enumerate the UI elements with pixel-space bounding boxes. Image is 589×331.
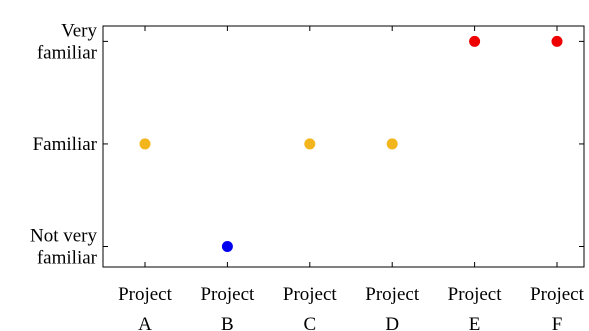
x-tick-label: A <box>138 314 152 331</box>
y-tick-label: Very <box>61 20 97 41</box>
data-point-3 <box>304 138 316 150</box>
y-tick-label: familiar <box>37 42 98 63</box>
x-tick-label: Project <box>448 284 503 305</box>
plot-frame <box>102 25 585 268</box>
axes-layer <box>102 25 585 268</box>
x-tick-label: B <box>221 314 234 331</box>
x-tick-label: C <box>303 314 316 331</box>
x-tick-label: E <box>469 314 481 331</box>
labels-layer: Not veryfamiliarFamiliarVeryfamiliarProj… <box>30 20 585 331</box>
x-tick-label: Project <box>283 284 338 305</box>
x-tick-label: F <box>552 314 563 331</box>
y-tick-label: familiar <box>37 247 98 268</box>
ticks-layer <box>103 26 584 267</box>
x-tick-label: Project <box>200 284 255 305</box>
x-tick-label: Project <box>118 284 173 305</box>
y-tick-label: Not very <box>30 225 98 246</box>
data-point-5 <box>469 35 481 47</box>
data-point-4 <box>386 138 398 150</box>
x-tick-label: D <box>385 314 399 331</box>
x-tick-label: Project <box>530 284 585 305</box>
y-tick-label: Familiar <box>33 134 98 155</box>
x-tick-label: Project <box>365 284 420 305</box>
points-layer <box>139 35 563 252</box>
data-point-1 <box>139 138 151 150</box>
data-point-6 <box>551 35 563 47</box>
data-point-2 <box>221 240 233 252</box>
